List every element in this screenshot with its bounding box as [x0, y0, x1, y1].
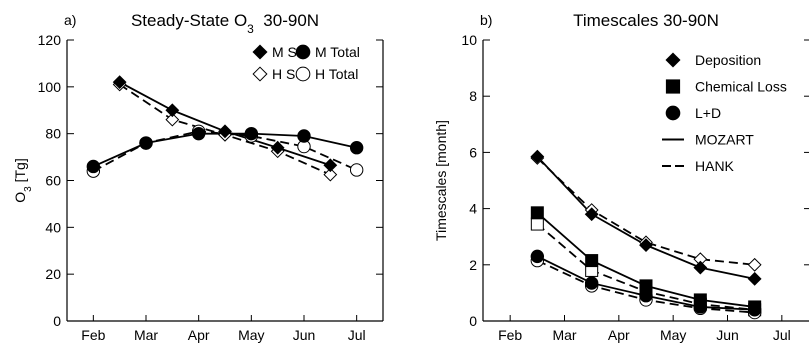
x-tick-label: Feb: [498, 327, 522, 343]
y-tick-label: 6: [469, 144, 477, 160]
legend-marker: [252, 66, 268, 82]
data-point: [585, 254, 599, 268]
legend-marker: [665, 105, 681, 121]
data-point: [530, 149, 545, 164]
data-point: [297, 129, 311, 143]
legend-marker: [665, 79, 681, 94]
legend-label: Chemical Loss: [695, 79, 787, 95]
data-point: [112, 75, 127, 90]
x-tick-label: Mar: [134, 327, 158, 343]
data-point: [693, 260, 708, 275]
series-line-1: [119, 81, 331, 167]
series-group: [530, 149, 762, 320]
series-line-1: [536, 155, 755, 280]
y-axis-label: O3 [Tg]: [12, 158, 34, 202]
x-ticks: Feb Mar Apr May Jun Jul: [81, 315, 366, 343]
y-tick-label: 100: [38, 79, 62, 95]
data-point: [323, 158, 338, 173]
y-tick-label: 10: [461, 32, 477, 48]
data-point: [584, 207, 599, 222]
x-tick-label: May: [660, 327, 686, 343]
legend-label: L+D: [695, 105, 721, 121]
data-point: [165, 103, 180, 118]
y-tick-label: 0: [53, 313, 61, 329]
y-tick-label: 80: [45, 126, 61, 142]
data-point: [244, 126, 259, 141]
x-tick-label: Apr: [608, 327, 630, 343]
data-point: [349, 141, 364, 155]
series-group: [86, 75, 364, 182]
data-point: [86, 159, 101, 174]
data-point: [747, 271, 762, 286]
y-ticks: 0 20 40 60 80 100 120: [38, 32, 383, 329]
x-tick-label: Jun: [293, 327, 316, 343]
y-axis-label: Timescales [month]: [433, 120, 449, 241]
chart-panel-2: 0 2 4 6 8 10 Feb Mar Apr May Jun Jul b) Timescales 30…: [433, 11, 809, 343]
data-point: [530, 206, 544, 220]
data-point: [584, 276, 599, 290]
data-point: [530, 249, 545, 264]
x-tick-label: Apr: [188, 327, 210, 343]
series-line-2: [536, 157, 755, 266]
data-point: [747, 303, 762, 317]
legend-label: M Total: [315, 44, 360, 60]
legend-label: H Total: [315, 66, 358, 82]
y-tick-label: 0: [469, 313, 477, 329]
legend-marker: [665, 52, 681, 68]
chart-title: Steady-State O3 30-90N: [131, 11, 319, 36]
y-ticks: 0 2 4 6 8 10: [461, 32, 809, 329]
x-tick-label: Jul: [773, 327, 791, 343]
x-tick-label: Mar: [552, 327, 576, 343]
legend-label: HANK: [695, 158, 735, 174]
data-point: [639, 289, 653, 303]
x-tick-label: Feb: [81, 327, 105, 343]
y-tick-label: 8: [469, 88, 477, 104]
legend-label: H SS: [272, 66, 305, 82]
y-tick-label: 20: [45, 266, 61, 282]
data-point: [270, 140, 285, 155]
legend-marker: [252, 44, 268, 60]
y-tick-label: 2: [469, 257, 477, 273]
data-point: [349, 163, 364, 177]
data-point: [218, 124, 232, 139]
y-tick-label: 40: [45, 219, 61, 235]
data-point: [747, 257, 762, 272]
panel-label: b): [480, 12, 492, 28]
data-point: [191, 126, 206, 141]
legend-marker: [295, 66, 311, 82]
data-point: [639, 238, 653, 253]
legend-marker: [295, 44, 311, 60]
chart-title: Timescales 30-90N: [573, 11, 719, 30]
panel-label: a): [64, 12, 76, 28]
data-point: [165, 112, 180, 127]
legend-label: Deposition: [695, 52, 761, 68]
x-tick-label: Jun: [716, 327, 739, 343]
data-point: [693, 300, 708, 314]
x-ticks: Feb Mar Apr May Jun Jul: [498, 315, 791, 343]
data-point: [323, 167, 338, 182]
y-tick-label: 120: [38, 32, 62, 48]
y-tick-label: 4: [469, 201, 477, 217]
x-tick-label: Jul: [348, 327, 366, 343]
legend-label: MOZART: [695, 132, 754, 148]
y-tick-label: 60: [45, 173, 61, 189]
legend: Deposition Chemical Loss L+D MOZART HANK: [662, 52, 787, 174]
chart-panel-1: 0 20 40 60 80 100 120 Feb Mar Apr May Jun Jul a) Stead…: [12, 11, 384, 343]
data-point: [139, 136, 153, 150]
data-point: [530, 217, 544, 231]
x-tick-label: May: [238, 327, 264, 343]
